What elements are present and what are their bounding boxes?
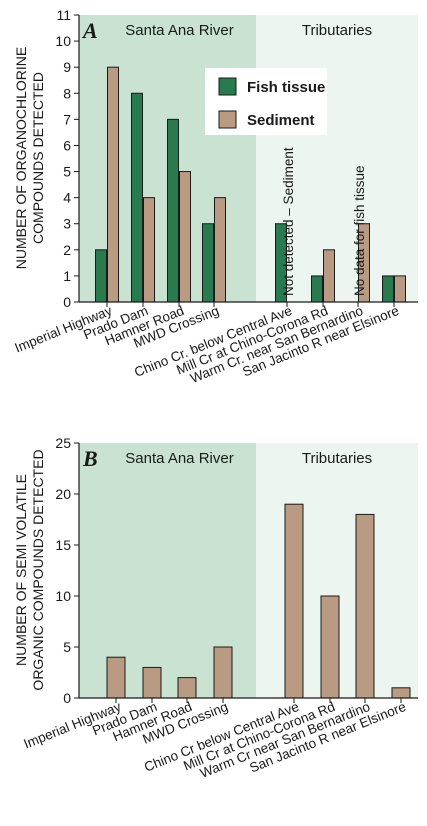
y-tick-label: 15 [55, 537, 71, 553]
bar-sediment-2 [179, 171, 191, 303]
y-axis-title: COMPOUNDS DETECTED [30, 72, 46, 244]
bar-fish-tissue-0 [95, 249, 107, 303]
y-tick-label: 0 [63, 294, 71, 310]
y-axis-title: ORGANIC COMPOUNDS DETECTED [30, 449, 46, 690]
y-tick-label: 10 [55, 33, 71, 49]
legend-swatch [218, 77, 237, 96]
bar-fish-tissue-2 [167, 118, 179, 303]
bar-value-6 [355, 513, 375, 699]
bar-value-4 [284, 503, 304, 699]
region-label: Tributaries [302, 22, 372, 39]
bar-fish-tissue-5 [311, 275, 323, 303]
bar-value-0 [106, 656, 126, 699]
bar-sediment-1 [143, 197, 155, 303]
region-label: Santa Ana River [125, 450, 233, 467]
y-tick-label: 20 [55, 486, 71, 502]
bar-value-1 [142, 666, 162, 699]
y-tick-label: 10 [55, 588, 71, 604]
legend-label: Sediment [247, 112, 315, 129]
y-tick-label: 6 [63, 137, 71, 153]
y-axis-title: NUMBER OF SEMI VOLATILE [13, 474, 29, 666]
bar-sediment-3 [214, 197, 226, 303]
bar-fish-tissue-1 [131, 92, 143, 303]
annotation: Not detected – Sediment [281, 147, 296, 296]
y-axis-title: NUMBER OF ORGANOCHLORINE [13, 47, 29, 269]
panel-b: Santa Ana River TributariesB0510152025Imp… [13, 435, 418, 781]
panel-a: Santa Ana River Tributaries A 0 1 2 3 4 5 6 7 8 9 10 1… [12, 7, 418, 386]
bar-fish-tissue-7 [382, 275, 394, 303]
y-tick-label: 4 [63, 190, 71, 206]
y-tick-label: 0 [63, 690, 71, 706]
annotation: No data for fish tissue [352, 165, 367, 296]
bar-fish-tissue-3 [202, 223, 214, 303]
y-tick-label: 1 [63, 268, 71, 284]
y-tick-label: 25 [55, 435, 71, 451]
y-tick-label: 7 [63, 111, 71, 127]
y-tick-label: 2 [63, 242, 71, 258]
y-tick-label: 11 [56, 7, 71, 23]
bar-value-2 [177, 677, 197, 699]
bar-value-5 [320, 595, 340, 699]
y-tick-label: 3 [63, 216, 71, 232]
region-label: Tributaries [302, 450, 372, 467]
bar-value-7 [391, 687, 411, 699]
panel-letter: A [81, 18, 98, 43]
y-tick-label: 5 [63, 639, 71, 655]
region-label: Santa Ana River [125, 22, 233, 39]
bar-sediment-0 [107, 66, 119, 303]
bar-sediment-5 [323, 249, 335, 303]
bar-value-3 [213, 646, 233, 699]
y-tick-label: 9 [63, 59, 71, 75]
legend-label: Fish tissue [247, 79, 325, 96]
y-tick-label: 8 [63, 85, 71, 101]
bar-sediment-7 [394, 275, 406, 303]
panel-letter: B [82, 446, 98, 471]
y-tick-label: 5 [63, 164, 71, 180]
legend-swatch [218, 110, 237, 129]
